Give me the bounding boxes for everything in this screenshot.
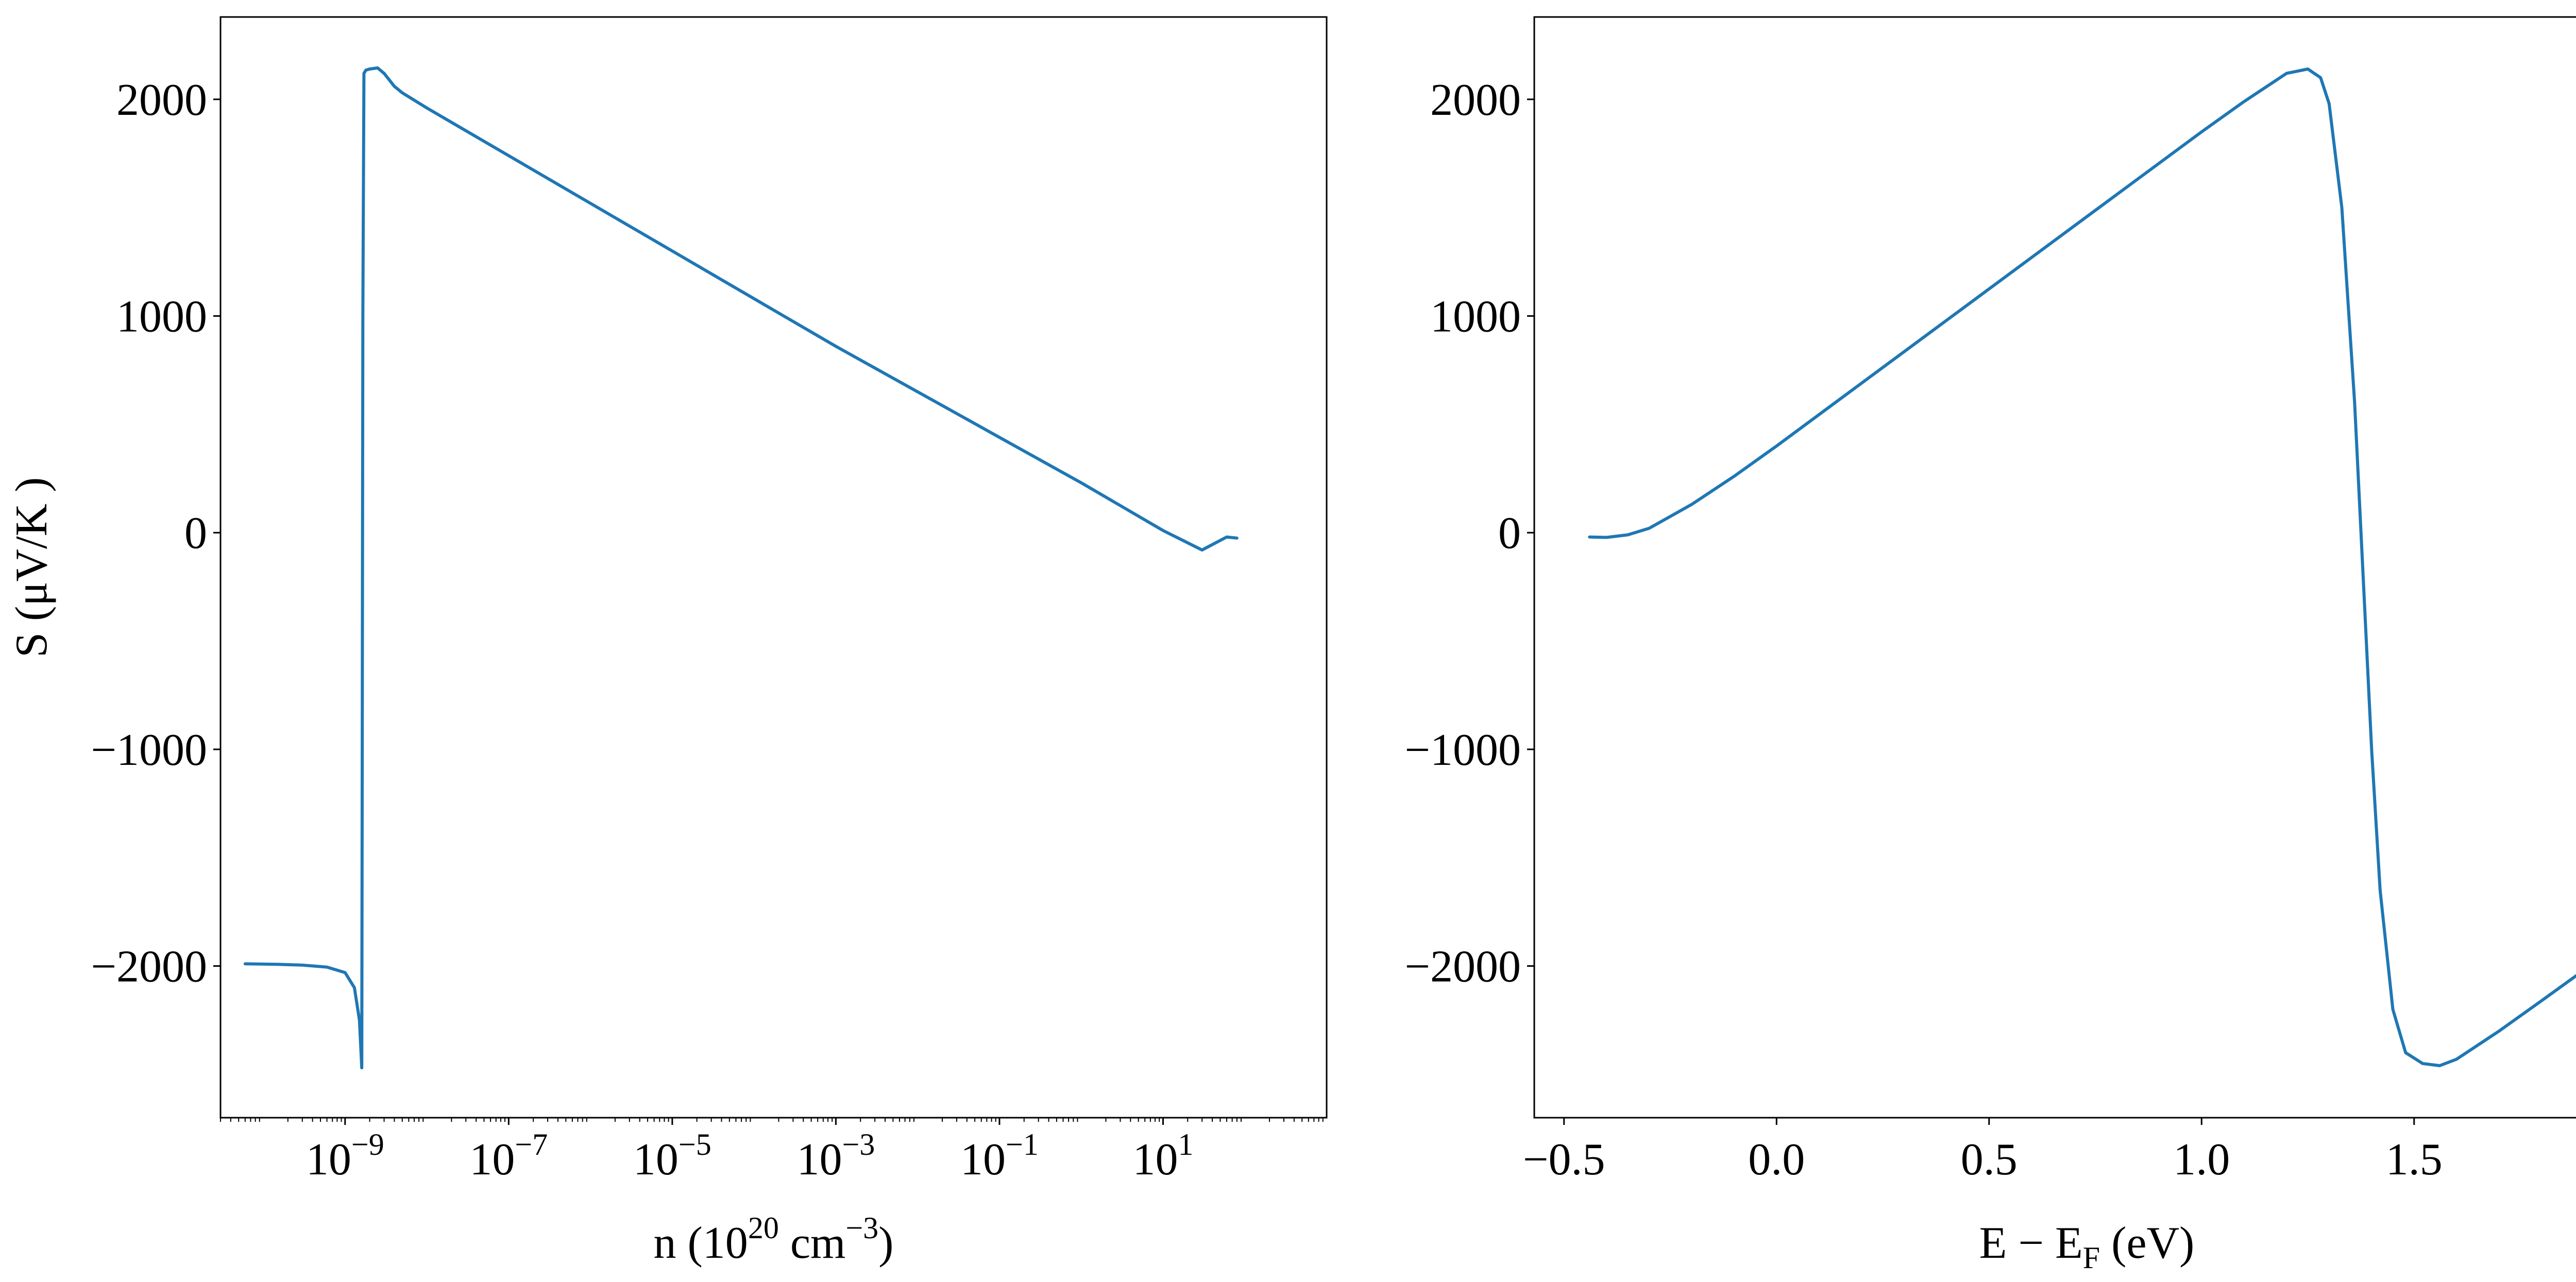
y-tick-label: −2000 bbox=[1404, 942, 1521, 992]
x-axis-label: n (1020 cm−3) bbox=[654, 1211, 894, 1268]
y-axis-label: S (μV/K ) bbox=[7, 477, 57, 657]
x-tick-label: 10−7 bbox=[469, 1127, 548, 1185]
y-tick-label: 1000 bbox=[116, 292, 207, 342]
y-tick-label: 1000 bbox=[1430, 292, 1521, 342]
x-axis-label: E − EF (eV) bbox=[1979, 1218, 2195, 1275]
x-tick-label: 10−5 bbox=[633, 1127, 711, 1185]
x-tick-label: 10−1 bbox=[960, 1127, 1039, 1185]
y-tick-label: 2000 bbox=[116, 75, 207, 125]
y-tick-label: 0 bbox=[184, 508, 207, 558]
panel-1: 2000 1000 0 −1000 −2000 10−9 10−7 10−5 10−3 10−1 1… bbox=[7, 16, 1328, 1268]
y-tick-label: 0 bbox=[1498, 508, 1521, 558]
y-tick-label: −2000 bbox=[91, 942, 207, 992]
x-tick-label: 101 bbox=[1132, 1127, 1193, 1185]
plot-frame bbox=[219, 16, 1328, 1119]
x-tick-label: 10−9 bbox=[306, 1127, 384, 1185]
y-tick-label: −1000 bbox=[1404, 725, 1521, 775]
x-tick-label: 0.0 bbox=[1748, 1135, 1805, 1185]
y-tick-label: −1000 bbox=[91, 725, 207, 775]
x-tick-label: 1.0 bbox=[2173, 1135, 2230, 1185]
y-tick-label: 2000 bbox=[1430, 75, 1521, 125]
plot-frame bbox=[1533, 16, 2576, 1119]
x-tick-label: 0.5 bbox=[1961, 1135, 2018, 1185]
x-tick-label: −0.5 bbox=[1523, 1135, 1605, 1185]
panel-2: 200010000−1000−2000−0.50.00.51.01.52.0E … bbox=[1404, 16, 2576, 1275]
x-tick-label: 1.5 bbox=[2386, 1135, 2443, 1185]
x-tick-label: 10−3 bbox=[796, 1127, 875, 1185]
series-line-1 bbox=[243, 66, 1239, 1070]
series-line-1 bbox=[1588, 67, 2576, 1067]
